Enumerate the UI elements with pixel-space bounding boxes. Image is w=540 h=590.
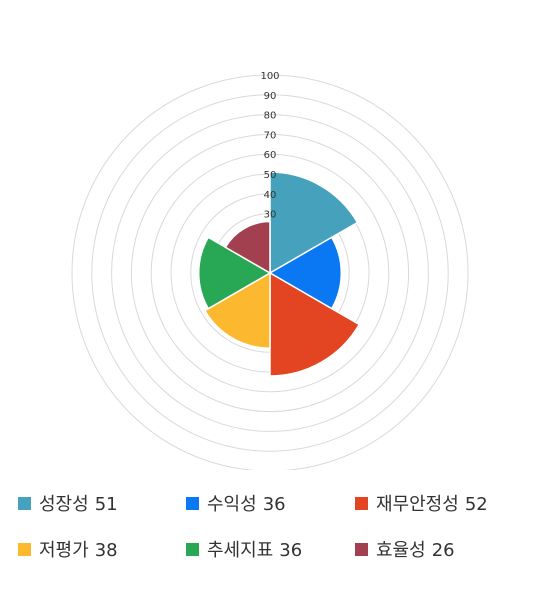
grid-ring [91, 94, 449, 452]
legend-item-2[interactable]: 재무안정성 52 [355, 488, 488, 518]
legend-item-1[interactable]: 수익성 36 [186, 488, 286, 518]
tick-label: 50 [264, 170, 277, 181]
sector-0[interactable] [269, 171, 359, 275]
legend-label: 효율성 26 [376, 540, 455, 561]
legend-label: 저평가 38 [39, 540, 118, 561]
legend-item-5[interactable]: 효율성 26 [355, 534, 455, 564]
legend-swatch [186, 542, 199, 556]
legend-swatch [186, 496, 199, 510]
legend-label: 추세지표 36 [207, 540, 303, 561]
sector-5[interactable] [224, 220, 271, 275]
tick-label: 100 [260, 71, 279, 82]
legend-label: 재무안정성 52 [376, 494, 488, 515]
polar-area-chart: 100 90 80 70 60 50 40 30 [71, 71, 469, 470]
legend-item-4[interactable]: 추세지표 36 [186, 534, 302, 564]
tick-label: 80 [264, 111, 277, 122]
legend-swatch [355, 496, 368, 510]
legend-swatch [355, 542, 368, 556]
grid-ring [71, 74, 469, 470]
radial-tick-labels: 100 90 80 70 60 50 40 30 [260, 71, 279, 221]
tick-label: 40 [264, 190, 277, 201]
legend: 성장성 51 수익성 36 재무안정성 52 저평가 38 추세지표 36 효율성 26 [0, 488, 540, 578]
legend-item-0[interactable]: 성장성 51 [18, 488, 118, 518]
sector-group [198, 171, 361, 377]
legend-label: 성장성 51 [39, 494, 118, 515]
legend-swatch [18, 496, 31, 510]
sector-1[interactable] [268, 236, 342, 310]
grid-ring [150, 153, 390, 393]
tick-label: 60 [264, 150, 277, 161]
tick-label: 90 [264, 91, 277, 102]
legend-swatch [18, 542, 31, 556]
legend-item-3[interactable]: 저평가 38 [18, 534, 118, 564]
legend-label: 수익성 36 [207, 494, 286, 515]
tick-label: 70 [264, 130, 277, 141]
grid-ring [130, 133, 410, 413]
sector-3[interactable] [203, 271, 271, 349]
sector-2[interactable] [269, 271, 361, 377]
grid-ring [111, 114, 429, 432]
tick-label: 30 [264, 210, 277, 221]
sector-4[interactable] [198, 236, 272, 310]
